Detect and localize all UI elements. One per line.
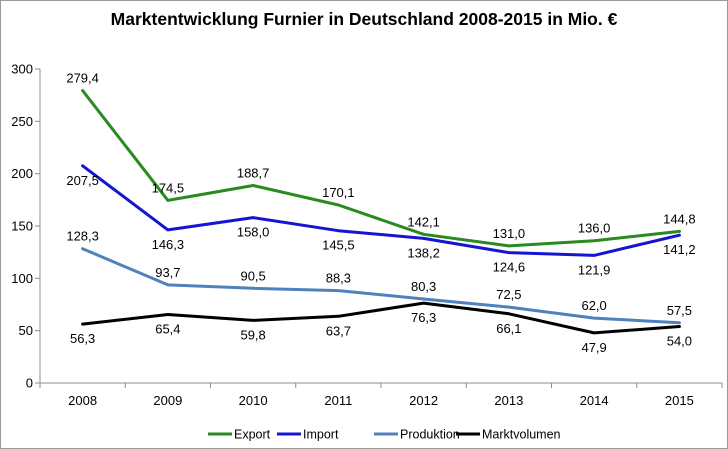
data-label-import: 138,2 xyxy=(407,245,440,260)
x-tick-label: 2009 xyxy=(153,393,182,408)
data-label-produktion: 128,3 xyxy=(66,229,99,244)
x-tick-label: 2012 xyxy=(409,393,438,408)
chart-axes: 0 50 100 150 200 250 300 2008 2009 2010 2011 2012 20… xyxy=(11,62,723,408)
data-label-export: 142,1 xyxy=(407,214,440,229)
data-label-marktvolumen: 59,8 xyxy=(240,327,265,342)
data-label-import: 124,6 xyxy=(493,260,526,275)
data-label-import: 146,3 xyxy=(152,237,185,252)
data-label-marktvolumen: 65,4 xyxy=(155,322,180,337)
legend-label-produktion: Produktion xyxy=(400,428,460,442)
data-label-import: 141,2 xyxy=(663,242,696,257)
data-label-export: 136,0 xyxy=(578,221,611,236)
data-label-export: 188,7 xyxy=(237,165,270,180)
data-label-import: 158,0 xyxy=(237,225,270,240)
x-tick-label: 2008 xyxy=(68,393,97,408)
y-tick-label: 50 xyxy=(19,323,33,338)
chart-data-labels: 279,4 174,5 188,7 170,1 142,1 131,0 136,0 144,8… xyxy=(66,71,695,355)
data-label-marktvolumen: 63,7 xyxy=(326,323,351,338)
data-label-produktion: 80,3 xyxy=(411,279,436,294)
series-line-export xyxy=(81,89,681,248)
legend-label-import: Import xyxy=(303,428,339,442)
data-label-produktion: 57,5 xyxy=(667,303,692,318)
series-line-marktvolumen xyxy=(81,301,681,335)
x-tick-label: 2011 xyxy=(324,393,352,408)
y-tick-label: 150 xyxy=(11,219,33,234)
chart-legend: Export Import Produktion Marktvolumen xyxy=(208,428,561,442)
series-line-import xyxy=(81,164,681,257)
data-label-marktvolumen: 47,9 xyxy=(581,340,606,355)
y-tick-label: 250 xyxy=(11,114,33,129)
y-tick-label: 300 xyxy=(11,62,33,77)
data-label-export: 131,0 xyxy=(493,226,526,241)
data-label-marktvolumen: 76,3 xyxy=(411,310,436,325)
chart-series-lines xyxy=(81,89,681,335)
chart-title: Marktentwicklung Furnier in Deutschland … xyxy=(110,9,618,29)
data-label-produktion: 90,5 xyxy=(240,268,265,283)
data-label-export: 144,8 xyxy=(663,211,696,226)
x-tick-label: 2015 xyxy=(665,393,694,408)
data-label-produktion: 88,3 xyxy=(326,271,351,286)
legend-label-export: Export xyxy=(234,428,271,442)
x-tick-label: 2010 xyxy=(239,393,268,408)
y-tick-label: 100 xyxy=(11,271,33,286)
y-tick-label: 0 xyxy=(26,376,33,391)
data-label-marktvolumen: 56,3 xyxy=(70,331,95,346)
data-label-export: 170,1 xyxy=(322,185,355,200)
data-label-produktion: 72,5 xyxy=(496,287,521,302)
data-label-import: 207,5 xyxy=(66,173,99,188)
data-label-produktion: 93,7 xyxy=(155,265,180,280)
x-tick-label: 2014 xyxy=(580,393,609,408)
data-label-marktvolumen: 54,0 xyxy=(667,333,692,348)
data-label-import: 145,5 xyxy=(322,238,355,253)
data-label-export: 279,4 xyxy=(66,71,99,86)
data-label-produktion: 62,0 xyxy=(581,298,606,313)
y-tick-label: 200 xyxy=(11,166,33,181)
x-tick-label: 2013 xyxy=(494,393,523,408)
data-label-export: 174,5 xyxy=(152,180,185,195)
data-label-import: 121,9 xyxy=(578,262,611,277)
data-label-marktvolumen: 66,1 xyxy=(496,321,521,336)
legend-label-marktvolumen: Marktvolumen xyxy=(482,428,561,442)
series-line-produktion xyxy=(81,247,681,325)
